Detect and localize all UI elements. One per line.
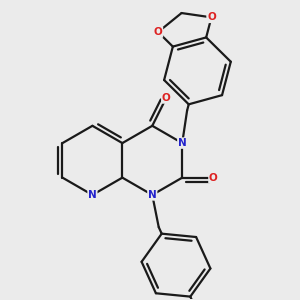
Text: N: N: [178, 138, 187, 148]
Text: O: O: [207, 12, 216, 22]
Text: N: N: [88, 190, 97, 200]
Text: O: O: [154, 27, 163, 37]
Text: O: O: [162, 93, 171, 103]
Text: O: O: [209, 172, 218, 183]
Text: N: N: [148, 190, 157, 200]
